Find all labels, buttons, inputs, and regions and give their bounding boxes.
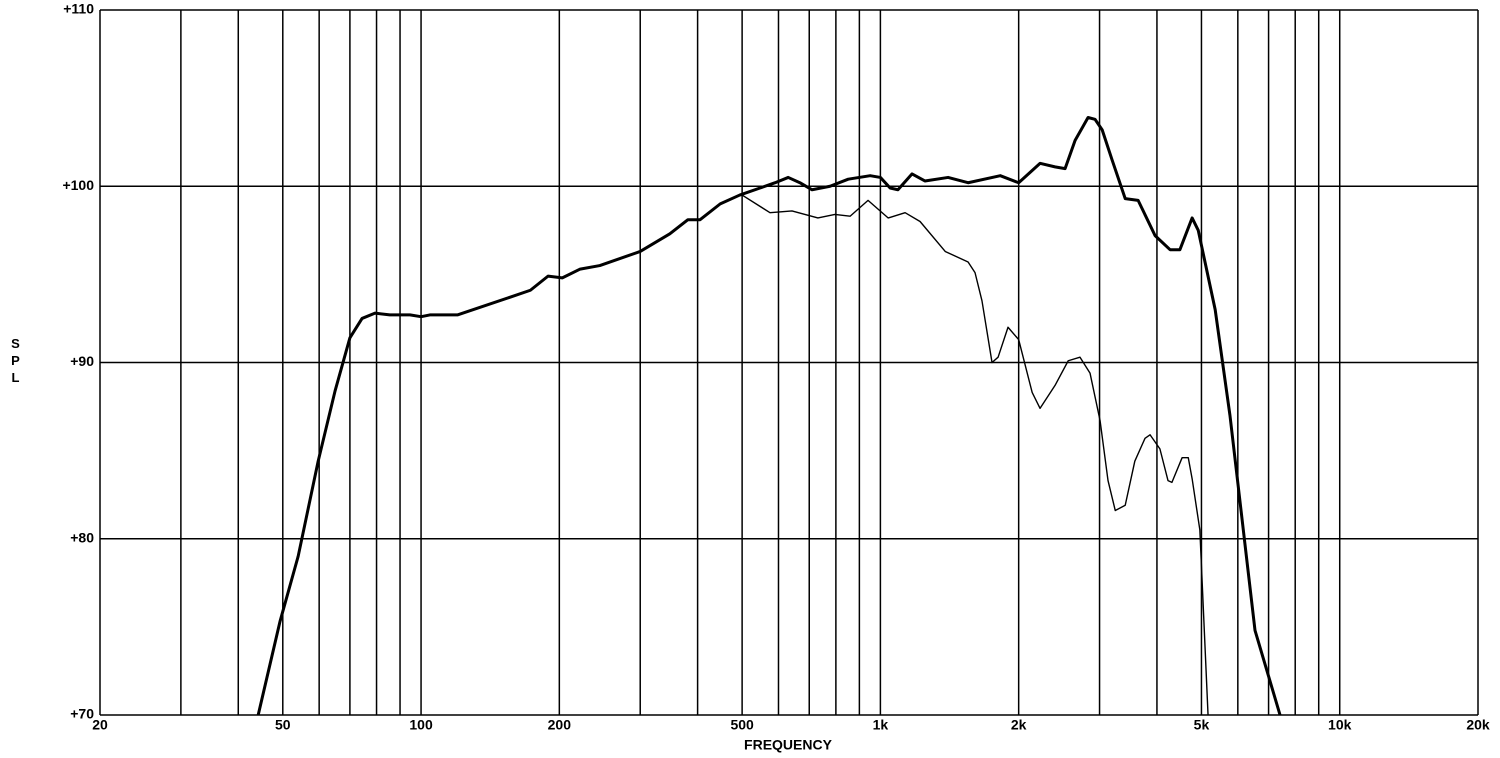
x-tick-label: 20	[92, 717, 108, 733]
x-tick-label: 200	[548, 717, 572, 733]
x-tick-label: 1k	[873, 717, 889, 733]
x-tick-label: 50	[275, 717, 291, 733]
y-tick-label: +80	[70, 529, 94, 545]
x-tick-label: 2k	[1011, 717, 1027, 733]
x-tick-label: 10k	[1328, 717, 1352, 733]
series-line	[256, 116, 1282, 716]
x-tick-label: 100	[409, 717, 433, 733]
y-axis-label: SPL	[8, 336, 23, 387]
y-tick-label: +110	[63, 1, 94, 17]
x-tick-label: 500	[730, 717, 754, 733]
y-tick-label: +90	[70, 353, 94, 369]
y-tick-label: +70	[70, 706, 94, 722]
y-tick-label: +100	[62, 177, 94, 193]
x-tick-label: 20k	[1466, 717, 1490, 733]
x-axis-label: FREQUENCY	[744, 737, 833, 753]
series-line	[741, 194, 1209, 716]
x-tick-label: 5k	[1194, 717, 1210, 733]
